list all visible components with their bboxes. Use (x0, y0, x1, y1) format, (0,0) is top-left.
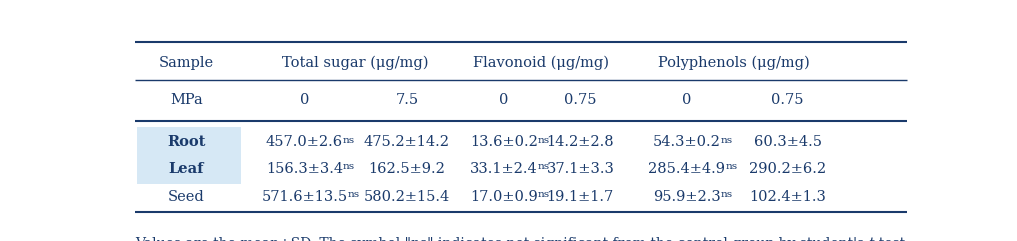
Text: ns: ns (343, 162, 355, 171)
Text: 7.5: 7.5 (396, 93, 418, 107)
Text: ns: ns (348, 190, 360, 199)
Bar (137, 127, 241, 157)
Text: 162.5±9.2: 162.5±9.2 (368, 162, 445, 176)
Text: Polyphenols (μg/mg): Polyphenols (μg/mg) (658, 56, 810, 70)
Text: Values are the mean±SD. The symbol "ns" indicates not significant from the contr: Values are the mean±SD. The symbol "ns" … (135, 237, 869, 241)
Text: 0: 0 (499, 93, 508, 107)
Text: MPa: MPa (170, 93, 202, 107)
Bar (137, 154, 241, 184)
Text: ns: ns (721, 135, 733, 145)
Text: ns: ns (343, 135, 355, 145)
Text: 13.6±0.2: 13.6±0.2 (470, 135, 538, 149)
Text: Seed: Seed (168, 190, 204, 204)
Text: Sample: Sample (159, 56, 214, 70)
Text: 156.3±3.4: 156.3±3.4 (265, 162, 343, 176)
Text: 475.2±14.2: 475.2±14.2 (364, 135, 450, 149)
Text: 95.9±2.3: 95.9±2.3 (653, 190, 721, 204)
Text: ns: ns (538, 135, 550, 145)
Text: 0.75: 0.75 (771, 93, 803, 107)
Text: 102.4±1.3: 102.4±1.3 (750, 190, 826, 204)
Text: 19.1±1.7: 19.1±1.7 (547, 190, 614, 204)
Text: 17.0±0.9: 17.0±0.9 (470, 190, 538, 204)
Text: 54.3±0.2: 54.3±0.2 (653, 135, 721, 149)
Text: t: t (869, 237, 875, 241)
Text: 14.2±2.8: 14.2±2.8 (546, 135, 614, 149)
Text: -test.: -test. (875, 237, 909, 241)
Text: ns: ns (538, 190, 550, 199)
Text: Leaf: Leaf (169, 162, 204, 176)
Text: 457.0±2.6: 457.0±2.6 (265, 135, 343, 149)
Text: Total sugar (μg/mg): Total sugar (μg/mg) (283, 56, 429, 70)
Text: 571.6±13.5: 571.6±13.5 (261, 190, 348, 204)
Text: ns: ns (538, 162, 550, 171)
Text: Flavonoid (μg/mg): Flavonoid (μg/mg) (473, 56, 609, 70)
Text: 33.1±2.4: 33.1±2.4 (470, 162, 538, 176)
Text: Root: Root (167, 135, 205, 149)
Text: 60.3±4.5: 60.3±4.5 (754, 135, 822, 149)
Text: ns: ns (721, 190, 732, 199)
Text: ns: ns (725, 162, 737, 171)
Text: 37.1±3.3: 37.1±3.3 (546, 162, 614, 176)
Text: 290.2±6.2: 290.2±6.2 (750, 162, 826, 176)
Text: 0.75: 0.75 (564, 93, 597, 107)
Text: 0: 0 (300, 93, 309, 107)
Text: 580.2±15.4: 580.2±15.4 (364, 190, 451, 204)
Text: 0: 0 (682, 93, 692, 107)
Text: 285.4±4.9: 285.4±4.9 (648, 162, 725, 176)
